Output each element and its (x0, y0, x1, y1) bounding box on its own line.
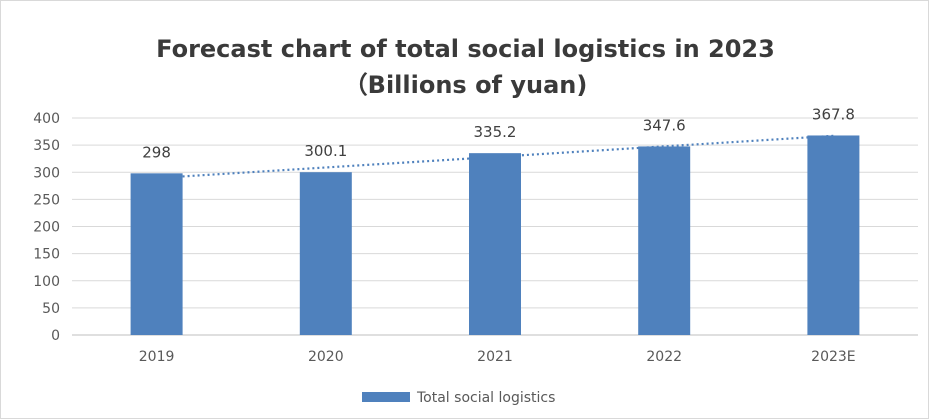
bar (469, 153, 521, 335)
legend-label: Total social logistics (416, 390, 555, 406)
x-tick-label: 2021 (477, 349, 513, 365)
x-tick-label: 2023E (811, 349, 855, 365)
data-label: 298 (142, 143, 171, 161)
x-tick-label: 2022 (646, 349, 682, 365)
y-tick-label: 400 (33, 111, 60, 127)
x-tick-label: 2020 (308, 349, 344, 365)
y-tick-label: 150 (33, 247, 60, 263)
data-label: 300.1 (304, 142, 347, 160)
data-label: 367.8 (812, 105, 855, 123)
y-tick-label: 50 (42, 301, 60, 317)
trendline (182, 134, 834, 178)
legend-swatch (362, 392, 410, 402)
y-tick-label: 200 (33, 220, 60, 236)
y-tick-label: 350 (33, 138, 60, 154)
y-tick-label: 250 (33, 192, 60, 208)
bar (638, 146, 691, 335)
y-tick-label: 0 (51, 328, 60, 344)
bar (130, 173, 183, 335)
data-label: 347.6 (643, 116, 686, 134)
bar (807, 135, 860, 335)
bar (299, 172, 352, 335)
x-tick-label: 2019 (139, 349, 175, 365)
y-tick-label: 100 (33, 274, 60, 290)
y-tick-label: 300 (33, 165, 60, 181)
data-label: 335.2 (474, 123, 517, 141)
chart-subtitle: （Billions of yuan) (343, 71, 588, 99)
chart-title: Forecast chart of total social logistics… (156, 35, 775, 63)
